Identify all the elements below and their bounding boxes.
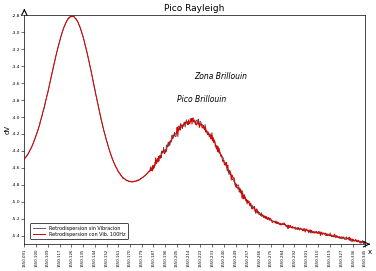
Line: Retrodispersion con Vib. 100Hz: Retrodispersion con Vib. 100Hz	[24, 16, 365, 244]
Retrodispersion con Vib. 100Hz	[279, 223, 284, 227]
Retrodispersion sin Vibracion	[71, 15, 76, 18]
Retrodispersion sin Vibracion	[223, 163, 228, 167]
Retrodispersion con Vib. 100Hz	[110, 157, 115, 161]
Text: Zona Brillouin: Zona Brillouin	[194, 72, 247, 81]
Retrodispersion sin Vibracion	[22, 157, 27, 160]
Retrodispersion con Vib. 100Hz	[83, 44, 87, 47]
Retrodispersion sin Vibracion	[177, 124, 181, 127]
Retrodispersion con Vib. 100Hz	[22, 157, 27, 161]
Retrodispersion sin Vibracion	[250, 204, 255, 207]
Text: Pico Brillouin: Pico Brillouin	[177, 95, 226, 104]
Retrodispersion con Vib. 100Hz	[177, 127, 181, 131]
Retrodispersion sin Vibracion	[279, 222, 284, 226]
Title: Pico Rayleigh: Pico Rayleigh	[164, 4, 225, 13]
Text: x: x	[368, 249, 372, 255]
Retrodispersion sin Vibracion	[83, 43, 87, 47]
Retrodispersion con Vib. 100Hz	[223, 162, 228, 166]
Retrodispersion con Vib. 100Hz	[362, 242, 367, 245]
Line: Retrodispersion sin Vibracion: Retrodispersion sin Vibracion	[24, 16, 365, 244]
Retrodispersion sin Vibracion	[362, 240, 367, 243]
Retrodispersion sin Vibracion	[362, 242, 367, 245]
Retrodispersion con Vib. 100Hz	[362, 242, 367, 245]
Legend: Retrodispersion sin Vibracion, Retrodispersion con Vib. 100Hz: Retrodispersion sin Vibracion, Retrodisp…	[30, 223, 128, 240]
Retrodispersion con Vib. 100Hz	[70, 14, 75, 18]
Y-axis label: dV: dV	[4, 125, 10, 134]
Retrodispersion con Vib. 100Hz	[250, 207, 255, 210]
Retrodispersion sin Vibracion	[110, 158, 115, 161]
